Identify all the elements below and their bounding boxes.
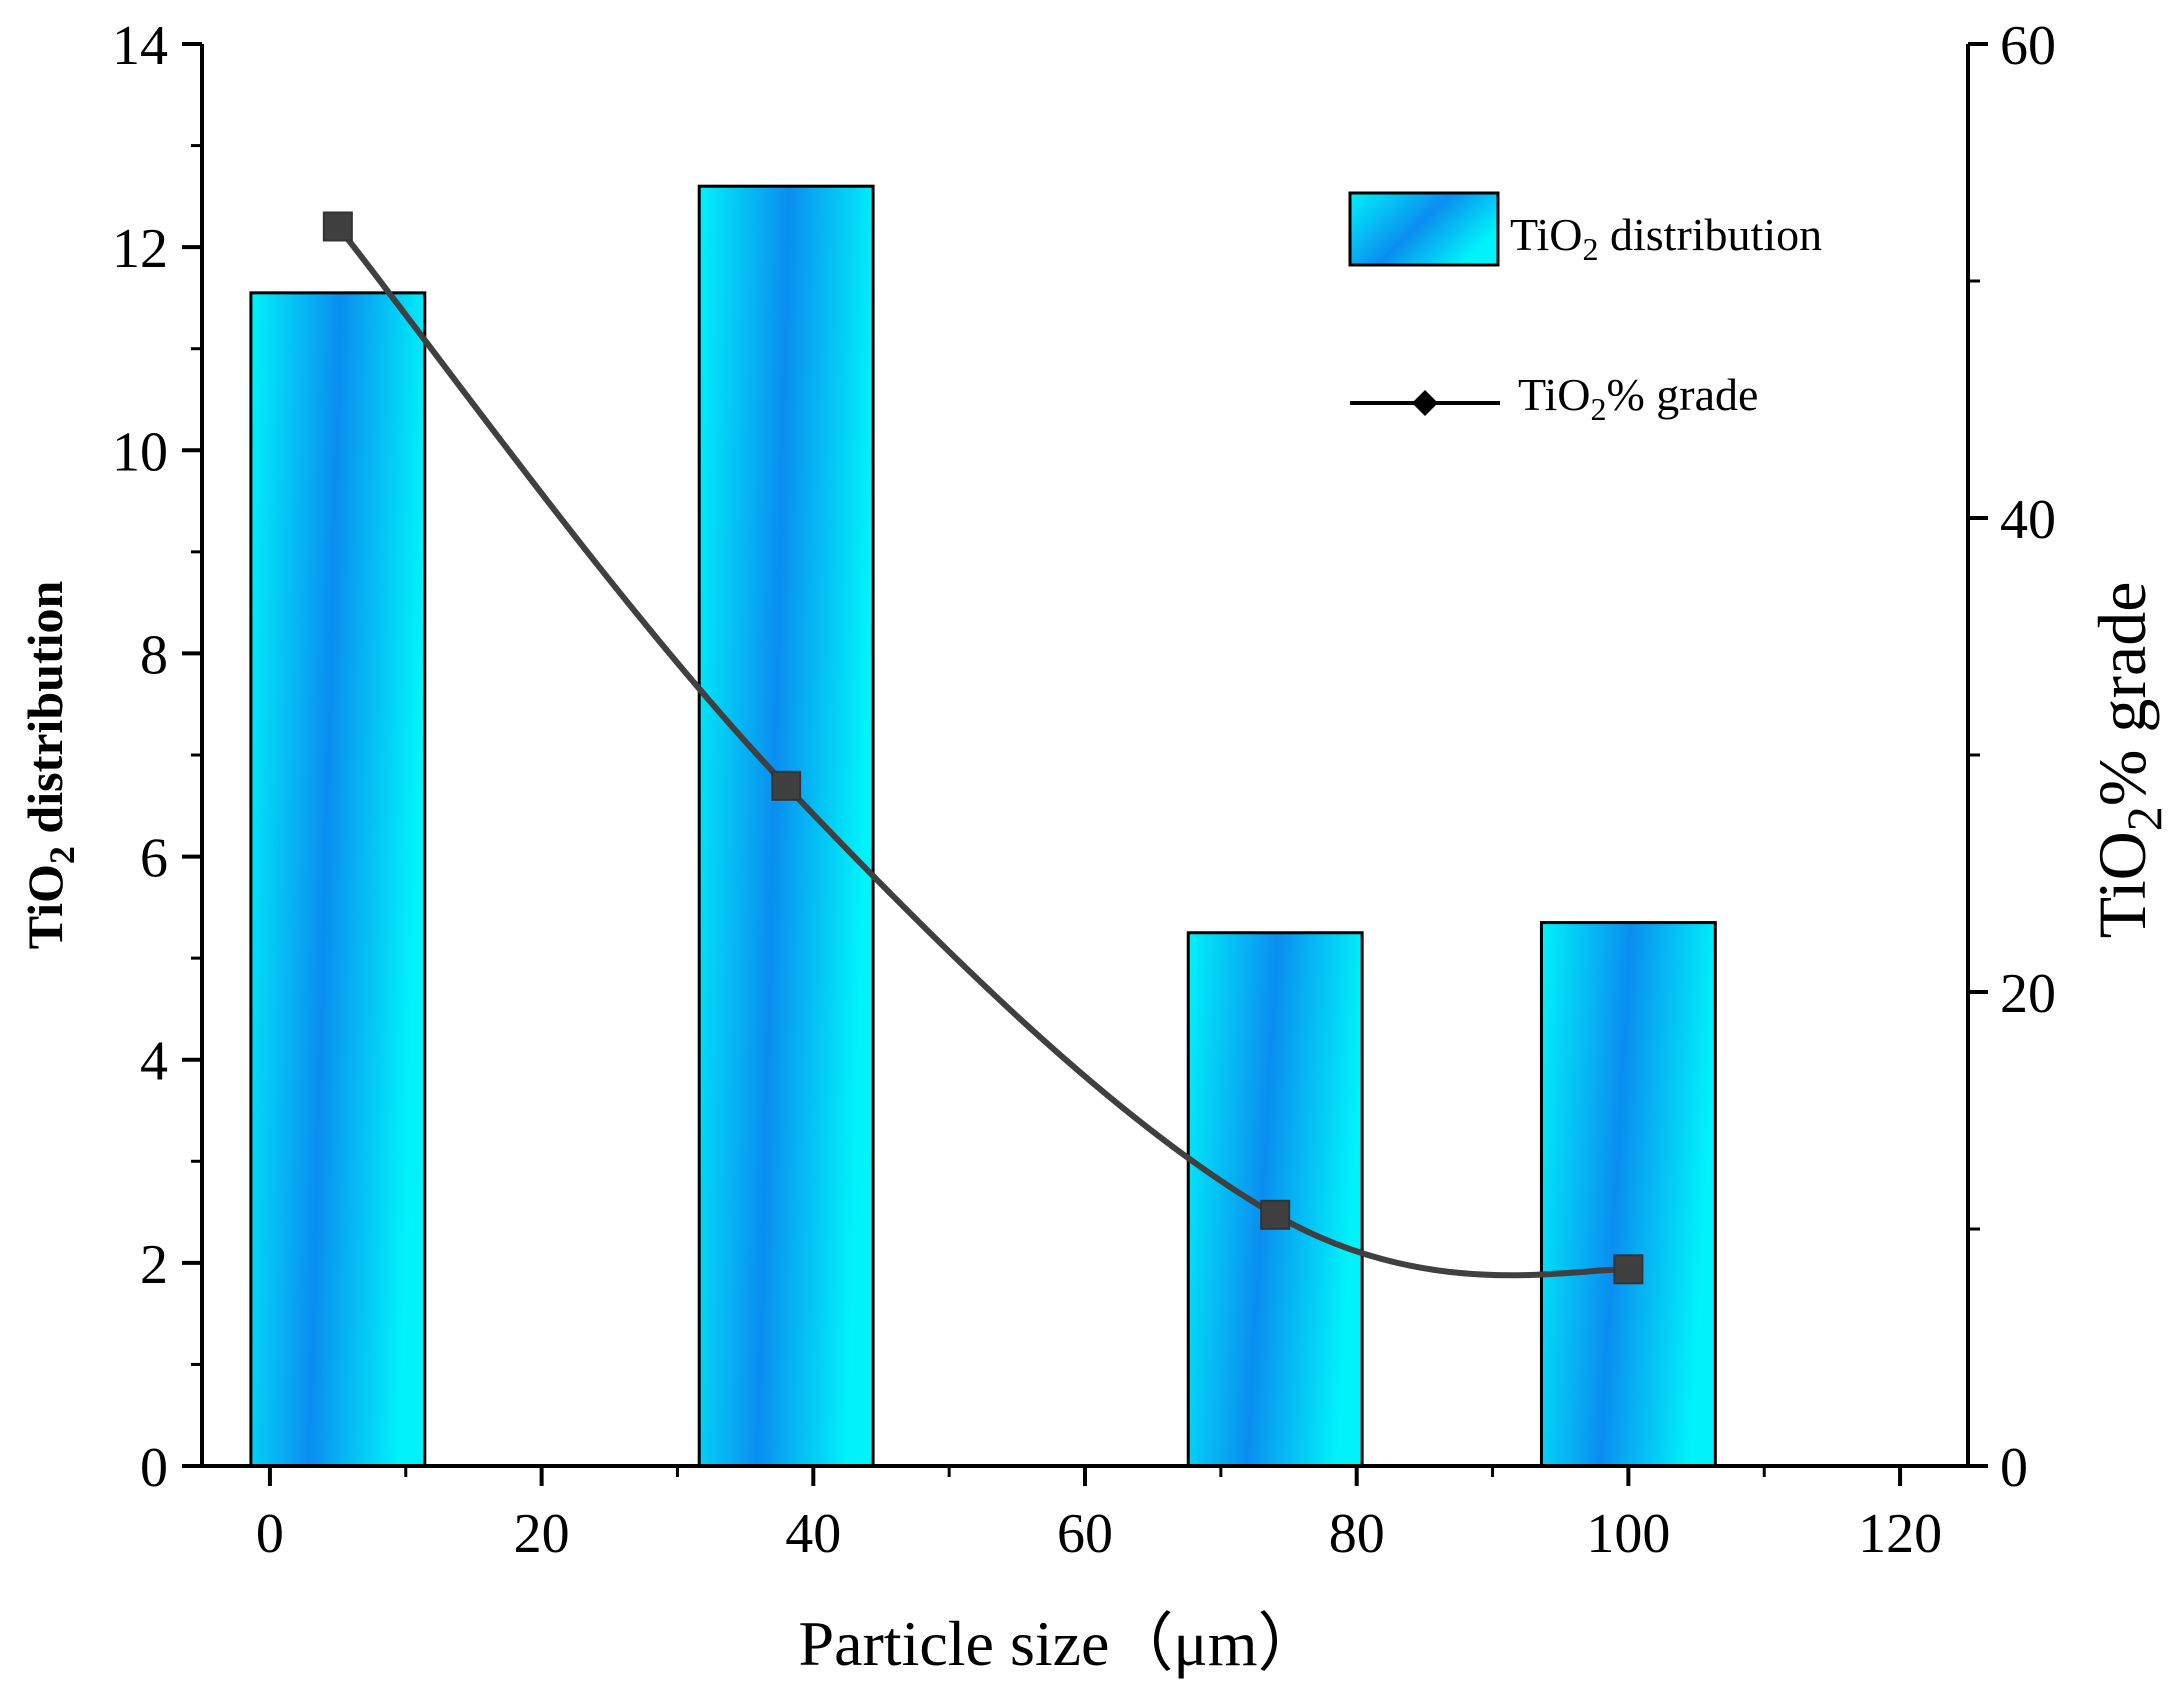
y-right-title-sub: 2 bbox=[2116, 806, 2172, 831]
grade-line bbox=[335, 224, 1629, 1279]
y-right-tick-label: 60 bbox=[2000, 15, 2056, 77]
x-tick-label: 100 bbox=[1586, 1503, 1670, 1565]
x-axis-title: Particle size（μm） bbox=[798, 1608, 1321, 1679]
y-left-tick-label: 14 bbox=[112, 15, 168, 77]
x-tick-label: 40 bbox=[785, 1503, 841, 1565]
y-right-axis-title: TiO2% grade bbox=[2084, 582, 2172, 939]
y-left-title-main: TiO bbox=[17, 864, 73, 949]
x-tick-label: 80 bbox=[1329, 1503, 1385, 1565]
y-right-title-main: TiO bbox=[2084, 831, 2160, 938]
line-series bbox=[322, 211, 1644, 1285]
y-left-axis-title: TiO2 distribution bbox=[17, 581, 82, 950]
y-left-tick-label: 0 bbox=[140, 1437, 168, 1499]
bar-series bbox=[249, 184, 1717, 1468]
y-right-tick-label: 40 bbox=[2000, 489, 2056, 551]
bar bbox=[1539, 921, 1717, 1468]
bar bbox=[249, 291, 427, 1468]
grade-point bbox=[1260, 1199, 1291, 1230]
x-tick-label: 0 bbox=[256, 1503, 284, 1565]
y-left-tick-label: 8 bbox=[140, 624, 168, 686]
legend-bar-label: TiO2 distribution bbox=[1510, 209, 1822, 267]
bar bbox=[697, 184, 875, 1468]
y-right-title-rest: % grade bbox=[2084, 582, 2160, 807]
y-left-tick-label: 12 bbox=[112, 218, 168, 280]
x-tick-label: 120 bbox=[1858, 1503, 1942, 1565]
y-left-title-rest: distribution bbox=[17, 581, 73, 847]
y-left-title-sub: 2 bbox=[42, 846, 82, 864]
grade-point bbox=[1613, 1254, 1644, 1285]
y-left-tick-label: 2 bbox=[140, 1234, 168, 1296]
legend-line-label: TiO2% grade bbox=[1518, 369, 1758, 427]
grade-point bbox=[322, 211, 353, 242]
legend-line-marker bbox=[1412, 390, 1438, 416]
x-tick-label: 60 bbox=[1057, 1503, 1113, 1565]
legend: TiO2 distribution TiO2% grade bbox=[1348, 191, 1822, 427]
grade-point bbox=[771, 770, 802, 801]
legend-bar-swatch bbox=[1348, 191, 1500, 267]
bar bbox=[1186, 931, 1364, 1468]
y-right-tick-label: 0 bbox=[2000, 1437, 2028, 1499]
y-left-tick-label: 10 bbox=[112, 421, 168, 483]
y-left-tick-label: 6 bbox=[140, 828, 168, 890]
x-tick-label: 20 bbox=[514, 1503, 570, 1565]
y-right-tick-label: 20 bbox=[2000, 963, 2056, 1025]
y-left-tick-label: 4 bbox=[140, 1031, 168, 1093]
ticks: 0 20 40 60 80 100 120 0 2 4 6 8 10 12 14 0 20 40 60 bbox=[112, 15, 2056, 1565]
